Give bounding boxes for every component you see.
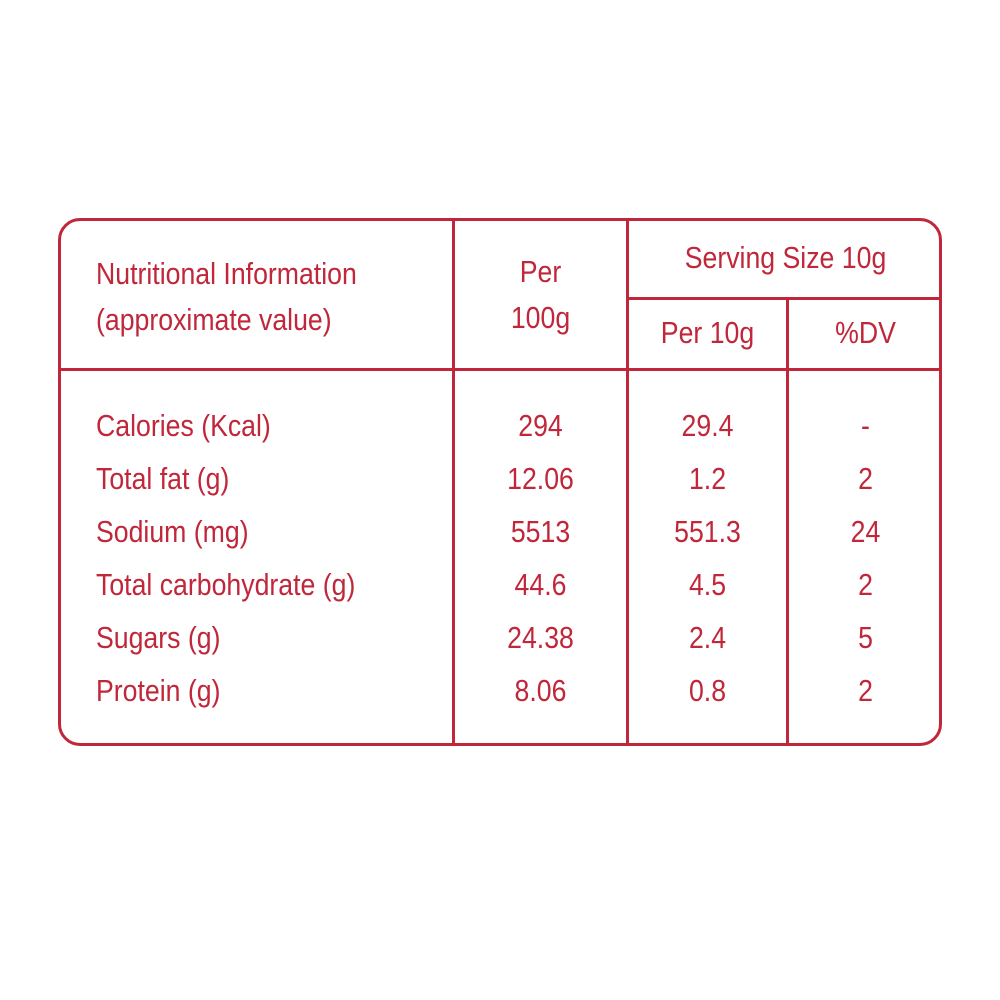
per-10g-value: 4.5 [688, 567, 727, 602]
dv-header: %DV [800, 310, 932, 356]
per-10g-label: Per 10g [660, 315, 755, 350]
nutrition-table: Nutritional Information (approximate val… [58, 218, 942, 746]
table-row: Calories (Kcal) 294 29.4 - [61, 399, 939, 452]
column-divider [786, 299, 789, 743]
per-10g-value: 29.4 [681, 408, 734, 443]
nutrition-info-header: Nutritional Information (approximate val… [96, 251, 357, 343]
nutrient-name: Total fat (g) [96, 461, 230, 496]
per-100g-header-line2: 100g [510, 300, 571, 335]
per-10g-value: 1.2 [688, 461, 727, 496]
per-100g-header-line1: Per [519, 254, 562, 289]
nutrient-name: Protein (g) [96, 673, 221, 708]
dv-label: %DV [835, 315, 896, 350]
per-10g-header: Per 10g [640, 310, 775, 356]
per-10g-value: 0.8 [688, 673, 727, 708]
nutrient-name: Calories (Kcal) [96, 408, 271, 443]
nutrition-info-title: Nutritional Information [96, 256, 357, 291]
per-100g-header: Per 100g [467, 249, 614, 341]
dv-value: 2 [858, 461, 873, 496]
header-divider [61, 368, 939, 371]
per-100g-value: 12.06 [507, 461, 574, 496]
dv-value: - [861, 408, 870, 443]
serving-size-label: Serving Size 10g [684, 240, 887, 275]
per-100g-value: 44.6 [514, 567, 567, 602]
column-divider [626, 221, 629, 743]
table-row: Protein (g) 8.06 0.8 2 [61, 664, 939, 717]
per-100g-value: 24.38 [507, 620, 574, 655]
nutrient-name: Total carbohydrate (g) [96, 567, 356, 602]
dv-value: 5 [858, 620, 873, 655]
nutrient-name: Sodium (mg) [96, 514, 249, 549]
serving-size-divider [626, 297, 939, 300]
per-10g-value: 551.3 [674, 514, 741, 549]
table-row: Total carbohydrate (g) 44.6 4.5 2 [61, 558, 939, 611]
per-10g-value: 2.4 [688, 620, 727, 655]
nutrient-name: Sugars (g) [96, 620, 221, 655]
per-100g-value: 8.06 [514, 673, 567, 708]
column-divider [452, 221, 455, 743]
per-100g-value: 5513 [510, 514, 571, 549]
dv-value: 24 [850, 514, 881, 549]
nutrition-info-subtitle: (approximate value) [96, 302, 332, 337]
dv-value: 2 [858, 673, 873, 708]
per-100g-value: 294 [518, 408, 563, 443]
dv-value: 2 [858, 567, 873, 602]
table-row: Sugars (g) 24.38 2.4 5 [61, 611, 939, 664]
table-row: Total fat (g) 12.06 1.2 2 [61, 452, 939, 505]
table-row: Sodium (mg) 5513 551.3 24 [61, 505, 939, 558]
serving-size-header: Serving Size 10g [651, 235, 920, 281]
